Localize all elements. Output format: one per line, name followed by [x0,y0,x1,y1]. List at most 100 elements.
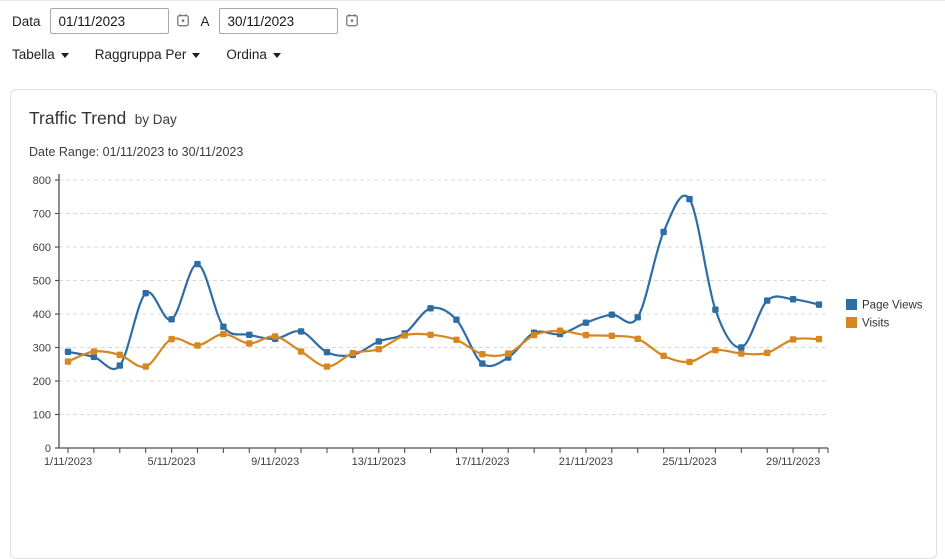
calendar-icon-from-button[interactable] [174,11,192,32]
y-axis-label: 400 [33,309,51,321]
traffic-trend-card: Traffic Trend by Day Date Range: 01/11/2… [10,89,937,559]
legend-item-visits[interactable]: Visits [846,317,890,330]
raggruppa-per-dropdown[interactable]: Raggruppa Per [95,47,201,62]
caret-down-icon [192,53,201,58]
series-marker-visits[interactable] [608,332,616,339]
series-marker-page-views[interactable] [323,348,331,356]
series-marker-visits[interactable] [764,349,771,357]
series-marker-page-views[interactable] [789,296,797,303]
traffic-trend-chart: 0 100 200 300 400 500 600 700 800 1/11/2023 5/11/2… [33,174,923,468]
series-marker-visits[interactable] [349,349,357,357]
series-marker-page-views[interactable] [582,319,590,326]
series-marker-page-views[interactable] [712,306,719,313]
series-marker-page-views[interactable] [220,323,227,330]
toolbar-row: Tabella Raggruppa Per Ordina [12,47,933,62]
y-axis-label: 200 [33,376,51,388]
tabella-dropdown[interactable]: Tabella [12,47,69,62]
date-from-input[interactable] [49,8,169,34]
series-marker-page-views[interactable] [815,301,823,308]
y-axis-label: 600 [33,242,51,254]
y-axis-label: 0 [45,443,51,455]
series-marker-visits[interactable] [297,348,305,355]
series-marker-visits[interactable] [116,351,123,359]
y-axis-label: 500 [33,276,51,288]
series-marker-visits[interactable] [738,350,745,357]
date-to-input[interactable] [218,8,338,34]
x-axis-label: 5/11/2023 [148,456,196,468]
series-marker-page-views[interactable] [479,360,486,367]
legend-swatch-visits [846,317,857,328]
series-marker-visits[interactable] [64,358,72,365]
series-marker-visits[interactable] [712,346,719,354]
series-marker-visits[interactable] [168,335,175,343]
series-marker-visits[interactable] [686,358,693,366]
series-marker-visits[interactable] [375,345,382,353]
series-marker-page-views[interactable] [427,305,434,312]
series-marker-visits[interactable] [479,351,486,358]
series-marker-page-views[interactable] [90,353,98,361]
x-axis-label: 21/11/2023 [559,456,613,468]
x-axis-label: 25/11/2023 [662,456,716,468]
series-marker-page-views[interactable] [660,228,667,236]
y-axis-label: 100 [33,410,51,422]
series-marker-page-views[interactable] [634,314,641,321]
series-line-visits [67,329,820,369]
series-marker-visits[interactable] [660,352,667,360]
series-marker-visits[interactable] [401,332,408,339]
series-marker-visits[interactable] [427,331,434,338]
legend-swatch-page-views [846,299,857,310]
date-range-row: Data A [12,7,933,35]
series-marker-visits[interactable] [194,342,201,349]
y-axis-label: 800 [33,175,51,187]
series-marker-visits[interactable] [271,333,279,340]
series-line-page-views [67,194,820,371]
x-axis-label: 9/11/2023 [251,456,299,468]
series-marker-page-views[interactable] [142,290,149,297]
x-axis-label: 13/11/2023 [352,456,406,468]
date-to-label: A [200,13,210,29]
x-axis-label: 17/11/2023 [455,456,509,468]
caret-down-icon [60,53,69,58]
series-marker-page-views[interactable] [764,297,771,304]
series-marker-visits[interactable] [789,336,797,343]
date-range-subtitle: Date Range: 01/11/2023 to 30/11/2023 [29,145,244,159]
series-marker-page-views[interactable] [194,260,201,268]
legend-label-visits: Visits [862,318,890,330]
chart-title: Traffic Trend [29,108,127,128]
legend-item-page-views[interactable]: Page Views [846,299,923,312]
series-marker-visits[interactable] [815,335,823,343]
y-axis-label: 300 [33,343,51,355]
series-marker-visits[interactable] [142,363,149,370]
series-marker-visits[interactable] [90,348,98,355]
ordina-dropdown[interactable]: Ordina [226,47,281,62]
series-marker-visits[interactable] [530,331,538,339]
series-marker-page-views[interactable] [246,331,253,338]
calendar-icon [345,13,359,30]
series-marker-visits[interactable] [634,335,641,342]
series-marker-page-views[interactable] [738,344,745,351]
caret-down-icon [272,53,281,58]
legend-label-page-views: Page Views [862,300,923,312]
card-title: Traffic Trend by Day [29,106,936,132]
series-marker-page-views[interactable] [608,311,616,318]
series-marker-page-views[interactable] [297,328,305,335]
series-marker-visits[interactable] [505,350,512,357]
series-marker-page-views[interactable] [168,316,175,323]
tabella-dropdown-label: Tabella [12,47,55,62]
chart-title-suffix: by Day [134,112,177,127]
x-axis-label: 1/11/2023 [44,456,92,468]
series-marker-visits[interactable] [556,327,564,334]
series-marker-visits[interactable] [323,363,331,370]
series-marker-page-views[interactable] [375,338,382,345]
series-marker-page-views[interactable] [64,348,72,356]
series-marker-visits[interactable] [453,336,460,343]
calendar-icon-to-button[interactable] [343,11,361,32]
series-marker-page-views[interactable] [116,362,123,369]
series-marker-visits[interactable] [220,330,227,338]
series-marker-page-views[interactable] [453,316,460,323]
date-range-label: Data [12,13,41,29]
series-marker-visits[interactable] [582,331,590,339]
calendar-icon [176,13,190,30]
series-marker-visits[interactable] [246,340,253,347]
series-marker-page-views[interactable] [686,195,693,203]
